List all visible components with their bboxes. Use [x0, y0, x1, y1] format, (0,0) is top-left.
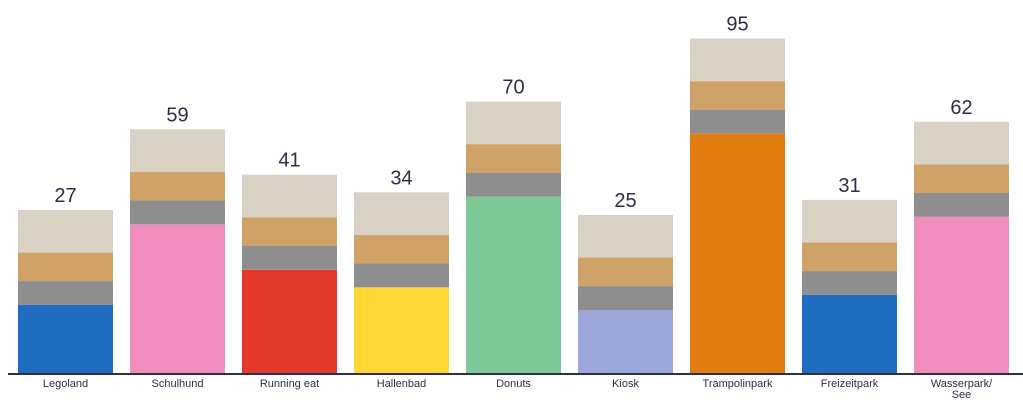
photo-table [578, 258, 673, 287]
photo-floor [18, 281, 113, 305]
photo-floor [354, 264, 449, 288]
photo-floor [914, 193, 1009, 217]
x-tick-label: Trampolinpark [703, 378, 773, 390]
x-tick-label: Hallenbad [377, 378, 427, 390]
photo-table [802, 243, 897, 272]
x-tick-label: Kiosk [612, 378, 639, 390]
value-label: 25 [614, 190, 636, 212]
value-label: 41 [278, 150, 300, 172]
photo-table [914, 165, 1009, 194]
bar [130, 224, 225, 373]
photo-table [130, 172, 225, 201]
photo-floor [242, 246, 337, 270]
x-tick-label: Wasserpark/See [931, 378, 993, 401]
bar [802, 295, 897, 373]
photo-table [354, 235, 449, 264]
photo-floor [690, 110, 785, 134]
value-label: 62 [950, 97, 972, 119]
bar [578, 310, 673, 373]
x-tick-label: Running eat [260, 378, 319, 390]
x-tick-label: Freizeitpark [821, 378, 879, 390]
value-label: 70 [502, 77, 524, 99]
value-label: 34 [390, 167, 412, 189]
bar [354, 287, 449, 373]
bar [466, 197, 561, 373]
photo-floor [578, 286, 673, 310]
x-tick-label: Donuts [496, 378, 531, 390]
photo-table [242, 217, 337, 246]
x-tick-label: Legoland [43, 378, 88, 390]
bar [914, 217, 1009, 373]
photo-floor [466, 173, 561, 197]
photo-table [466, 144, 561, 173]
bar [18, 305, 113, 373]
bar [242, 270, 337, 373]
x-tick-label: Schulhund [152, 378, 204, 390]
value-label: 95 [726, 14, 748, 36]
value-label: 59 [166, 104, 188, 126]
value-label: 27 [54, 185, 76, 207]
bar [690, 134, 785, 373]
photo-floor [130, 201, 225, 225]
photo-floor [802, 271, 897, 295]
photo-table [18, 253, 113, 282]
chart: 27 Legoland 59 Schulhund 41 Running eat 34 Hall… [0, 0, 1023, 403]
photo-table [690, 81, 785, 110]
value-label: 31 [838, 175, 860, 197]
